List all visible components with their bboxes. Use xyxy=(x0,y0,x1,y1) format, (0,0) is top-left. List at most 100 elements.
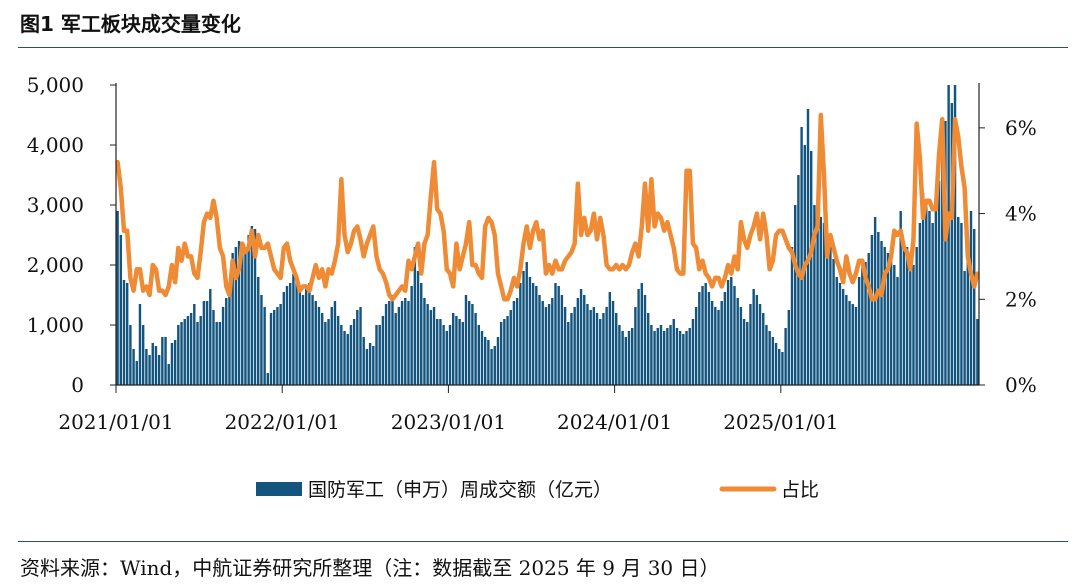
bar xyxy=(678,331,682,385)
bar xyxy=(739,307,743,385)
bar xyxy=(257,277,260,385)
bar xyxy=(311,295,314,385)
chart-title: 图1 军工板块成交量变化 xyxy=(20,12,241,36)
bar xyxy=(557,286,560,385)
bar xyxy=(196,322,199,385)
bar xyxy=(333,301,337,385)
bar xyxy=(301,295,305,385)
bar xyxy=(263,307,266,385)
bar xyxy=(797,175,800,385)
bar xyxy=(356,310,359,385)
bar xyxy=(599,319,602,385)
bar xyxy=(825,235,829,385)
legend-line-label: 占比 xyxy=(781,479,819,501)
bar xyxy=(941,157,944,385)
bar xyxy=(752,289,755,385)
bar xyxy=(902,241,906,385)
bar xyxy=(161,337,164,385)
left-tick-label: 0 xyxy=(71,373,84,397)
bar xyxy=(672,319,675,385)
bar xyxy=(349,325,353,385)
bar xyxy=(138,304,142,385)
bar xyxy=(129,325,132,385)
line-series xyxy=(115,112,980,302)
bar xyxy=(324,322,327,385)
bar xyxy=(851,304,854,385)
bar xyxy=(666,328,669,385)
bar xyxy=(183,319,186,385)
bar xyxy=(429,310,433,385)
bar xyxy=(634,307,637,385)
bar xyxy=(675,328,679,385)
bar xyxy=(937,181,941,385)
bar xyxy=(116,211,119,385)
bar xyxy=(372,346,375,385)
bar xyxy=(857,277,861,385)
bar xyxy=(362,337,365,385)
bar xyxy=(819,217,822,385)
bar xyxy=(416,271,420,385)
right-tick-label: 6% xyxy=(1005,116,1037,140)
bar xyxy=(135,361,138,385)
bar xyxy=(509,310,512,385)
bar xyxy=(212,310,215,385)
bar xyxy=(340,325,343,385)
right-tick-label: 2% xyxy=(1005,287,1037,311)
bar xyxy=(662,331,666,385)
bar xyxy=(487,340,490,385)
axes: 0 1,000 2,000 3,000 4,000 5,000 0% 2% 4% 6% 2021/0… xyxy=(27,73,1037,434)
bar xyxy=(640,283,644,385)
bar xyxy=(448,325,452,385)
bar xyxy=(925,205,928,385)
bar xyxy=(455,316,458,385)
bar xyxy=(685,331,688,385)
bar xyxy=(541,301,544,385)
bar xyxy=(522,271,525,385)
bar xyxy=(228,283,231,385)
bar xyxy=(381,316,385,385)
bar xyxy=(877,232,880,385)
bar xyxy=(244,247,247,385)
bar xyxy=(314,301,317,385)
bar xyxy=(573,307,576,385)
bar xyxy=(231,253,234,385)
bar xyxy=(589,310,592,385)
bar xyxy=(368,343,372,385)
bar xyxy=(957,217,960,385)
bar xyxy=(317,307,321,385)
bar xyxy=(822,223,826,385)
x-tick-label: 2024/01/01 xyxy=(557,410,672,434)
right-tick-label: 0% xyxy=(1005,373,1037,397)
bar xyxy=(420,283,423,385)
share-line xyxy=(115,112,980,302)
bar xyxy=(122,280,126,385)
bar xyxy=(410,286,413,385)
legend-bar-label: 国防军工（申万）周成交额（亿元） xyxy=(308,479,612,501)
bar xyxy=(653,331,656,385)
footer-divider xyxy=(18,541,1068,542)
bar xyxy=(832,259,835,385)
bar xyxy=(186,316,190,385)
bar xyxy=(707,292,711,385)
bar xyxy=(976,319,979,385)
bar xyxy=(618,325,621,385)
bar xyxy=(746,322,749,385)
bar xyxy=(762,313,765,385)
bar xyxy=(809,151,813,385)
x-tick-label: 2023/01/01 xyxy=(391,410,506,434)
bar xyxy=(845,295,848,385)
bar xyxy=(266,373,270,385)
bar xyxy=(241,244,244,385)
bar xyxy=(167,364,170,385)
bar xyxy=(928,211,931,385)
bar xyxy=(643,295,647,385)
bar xyxy=(605,307,608,385)
bar xyxy=(656,328,659,385)
bar xyxy=(966,253,970,385)
bar xyxy=(931,223,934,385)
bar xyxy=(388,301,391,385)
bar xyxy=(586,304,589,385)
x-tick-label: 2025/01/01 xyxy=(723,410,838,434)
bar xyxy=(781,352,784,385)
bar xyxy=(886,253,890,385)
